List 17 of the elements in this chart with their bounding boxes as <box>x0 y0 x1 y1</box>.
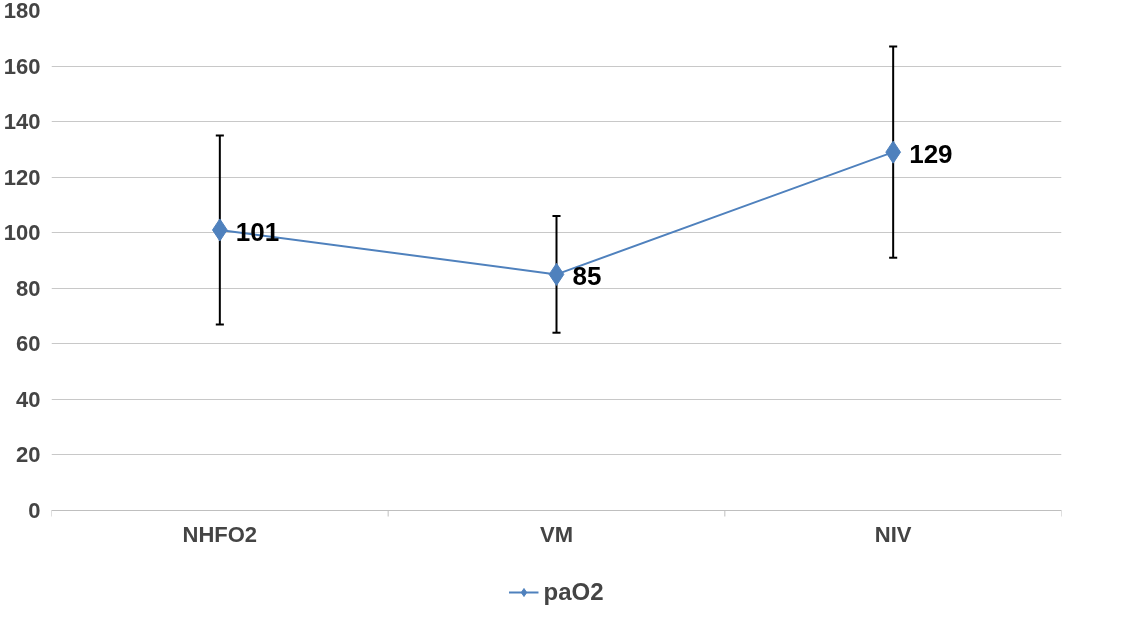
y-tick-label: 40 <box>16 386 41 412</box>
point <box>548 262 565 286</box>
y-tick-label: 0 <box>28 498 41 523</box>
data-label: 129 <box>909 139 953 170</box>
y-tick-label: 20 <box>16 442 41 468</box>
x-tick-label: NHFO2 <box>182 521 258 547</box>
data-label: 85 <box>572 261 602 292</box>
y-tick-label: 140 <box>3 109 41 135</box>
y-tick-label: 120 <box>3 164 41 190</box>
x-tick-label: VM <box>540 521 573 547</box>
y-tick-label: 80 <box>16 275 41 301</box>
y-tick-label: 180 <box>3 0 41 23</box>
legend-label: paO2 <box>543 578 604 606</box>
y-tick-label: 100 <box>3 220 41 246</box>
x-tick-label: NIV <box>874 521 912 547</box>
y-tick-label: 160 <box>3 53 41 79</box>
y-tick-label: 60 <box>16 331 41 357</box>
